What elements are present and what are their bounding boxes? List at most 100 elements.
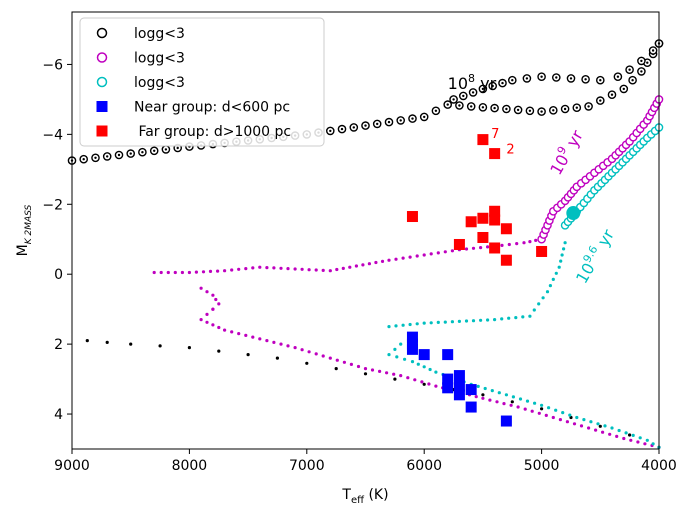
isochrone-point — [422, 253, 426, 257]
isochrone-point — [562, 247, 566, 251]
legend-label: logg<3 — [134, 26, 185, 42]
near-group-star — [442, 373, 454, 385]
near-group-star — [442, 349, 454, 361]
isochrone-point — [643, 442, 647, 446]
isochrone-point — [540, 403, 544, 407]
isochrone-point — [230, 330, 234, 334]
x-axis-label: Teff (K) — [341, 487, 388, 506]
isochrone-point — [251, 266, 255, 270]
isochrone-point — [349, 362, 353, 366]
isochrone-point — [244, 267, 248, 271]
isochrone-point — [129, 342, 133, 346]
isochrone-point — [272, 340, 276, 344]
giant-point-center — [528, 109, 532, 113]
isochrone-point — [348, 265, 352, 269]
isochrone-point — [354, 264, 358, 268]
isochrone-point — [464, 247, 469, 251]
isochrone-point — [279, 342, 283, 346]
isochrone-point — [422, 321, 426, 325]
isochrone-point — [575, 415, 579, 420]
isochrone-point — [410, 360, 415, 364]
isochrone-point — [510, 400, 514, 404]
isochrone-age-label: 108 yr — [448, 72, 497, 93]
isochrone-point — [645, 438, 649, 442]
near-group-star — [465, 384, 477, 396]
isochrone-point — [608, 432, 612, 436]
isochrone-point — [443, 320, 447, 324]
y-tick-label: 0 — [54, 267, 63, 283]
x-tick-label: 4000 — [641, 458, 677, 474]
isochrone-point — [537, 302, 541, 306]
isochrone-point — [624, 431, 628, 435]
isochrone-point — [615, 434, 619, 438]
giant-point-center — [651, 49, 655, 52]
isochrone-point — [434, 384, 438, 388]
giant-point-center — [471, 91, 475, 94]
isochrone-point — [551, 415, 555, 420]
isochrone-point — [569, 415, 573, 420]
far-group-star — [489, 148, 501, 160]
giant-point-center — [423, 115, 426, 119]
giant-point-center — [563, 107, 567, 111]
isochrone-point — [547, 406, 551, 410]
isochrone-point — [617, 428, 621, 433]
isochrone-point — [205, 290, 209, 294]
isochrone-point — [488, 398, 492, 402]
isochrone-point — [422, 382, 426, 386]
legend-box — [79, 17, 325, 147]
isochrone-point — [603, 424, 607, 428]
isochrone-point — [596, 422, 600, 426]
giant-point-center — [599, 79, 602, 82]
isochrone-point — [387, 353, 391, 357]
isochrone-point — [361, 263, 365, 267]
legend: logg<3 logg<3 logg<3 Near group: d<600 pc F… — [79, 17, 325, 147]
isochrone-point — [598, 424, 602, 428]
isochrone-point — [490, 389, 494, 393]
giant-point-center — [552, 109, 555, 112]
giant-point-center — [640, 70, 643, 73]
near-group-star — [453, 389, 465, 401]
near-group-star — [406, 343, 418, 355]
legend-marker — [96, 125, 108, 137]
isochrone-point — [321, 354, 325, 358]
isochrone-point — [374, 260, 378, 265]
isochrone-point — [427, 382, 431, 386]
isochrone-point — [507, 242, 511, 247]
isochrone-point — [217, 302, 221, 306]
star-id-label: 2 — [506, 143, 514, 158]
isochrone-point — [479, 246, 483, 250]
giant-point-center — [616, 75, 620, 78]
far-group-star — [500, 223, 512, 235]
x-tick-label: 9000 — [54, 458, 90, 474]
isochrone-point — [504, 393, 508, 397]
legend-label: Far group: d>1000 pc — [134, 124, 291, 140]
isochrone-point — [394, 324, 398, 328]
isochrone-point — [173, 270, 177, 275]
isochrone-point — [636, 440, 640, 444]
giant-point-center — [462, 94, 465, 98]
legend-label: Near group: d<600 pc — [134, 100, 290, 116]
giant-point-center — [540, 110, 543, 113]
far-group-star — [477, 231, 489, 243]
x-tick-label: 6000 — [406, 458, 442, 474]
giant-point-center — [117, 153, 121, 157]
y-tick-label: 2 — [54, 337, 63, 353]
giant-point-center — [505, 107, 508, 111]
plot-frame — [71, 11, 660, 450]
isochrone-point — [502, 402, 506, 406]
isochrone-point — [211, 323, 215, 327]
x-tick-label: 5000 — [524, 458, 560, 474]
giant-point-center — [628, 68, 631, 71]
legend-label: logg<3 — [134, 51, 185, 67]
isochrone-point — [589, 420, 593, 424]
isochrone-point — [429, 252, 433, 256]
isochrone-point — [406, 376, 410, 380]
giant-point-center — [481, 87, 485, 91]
isochrone-point — [582, 418, 586, 422]
giant-point-center — [525, 77, 529, 80]
isochrone-point — [601, 430, 605, 434]
giant-point-center — [329, 129, 332, 133]
isochrone-point — [416, 362, 420, 366]
giant-point-center — [82, 158, 85, 161]
